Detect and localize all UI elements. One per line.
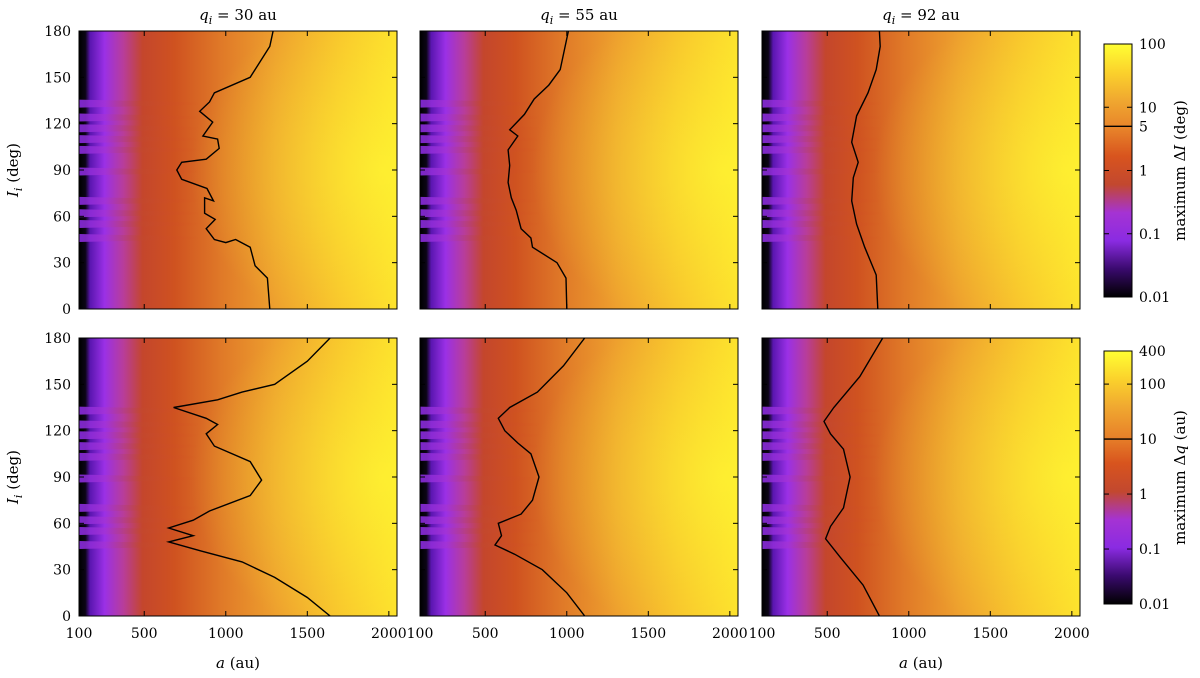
y-tick-label: 60 [53,516,71,532]
colorbar-tick-label: 0.01 [1139,597,1170,613]
x-tick-label: 2000 [371,626,407,642]
x-tick-label: 100 [407,626,434,642]
panel-top-right: qi = 92 au [761,6,1081,310]
contour-line [850,31,881,309]
x-tick-label: 1500 [972,626,1008,642]
x-tick-label: 500 [472,626,499,642]
contour-line [493,338,586,616]
colorbar-tick-label: 1 [1139,487,1148,503]
heatmap-field [420,31,738,309]
x-axis-label: a (au) [899,654,943,672]
y-tick-label: 150 [44,70,71,86]
x-tick-label: 1000 [208,626,244,642]
y-tick-label: 180 [44,24,71,40]
colorbar-tick-label: 5 [1139,119,1148,135]
x-tick-label: 2000 [1054,626,1090,642]
y-tick-label: 180 [44,331,71,347]
heatmap-field [420,338,738,616]
colorbar-tick-label: 10 [1139,100,1157,116]
contour-line [165,338,331,616]
colorbar-tick-label: 10 [1139,432,1157,448]
heatmap-field [79,31,397,309]
x-tick-label: 2000 [712,626,748,642]
panel-title: qi = 55 au [540,6,618,27]
colorbar-tick-label: 0.01 [1139,290,1170,306]
x-tick-label: 1500 [630,626,666,642]
colorbar-tick-label: 0.1 [1139,227,1161,243]
heatmap-field [762,31,1080,309]
panel-top-left: 0 30 60 90 120 150 180 qi = 30 au Ii (deg) [4,6,398,318]
y-axis-label: Ii (deg) [4,450,25,505]
colorbar-tick-label: 1 [1139,164,1148,180]
x-tick-label: 500 [131,626,158,642]
y-tick-label: 60 [53,209,71,225]
contour-line [823,338,884,616]
contour-line [175,31,274,309]
y-tick-label: 90 [53,470,71,486]
y-tick-label: 90 [53,163,71,179]
colorbar-tick-label: 400 [1139,344,1166,360]
y-tick-label: 0 [62,609,71,625]
panel-bottom-right: 100 500 1000 1500 2000 a (au) [749,337,1090,672]
panel-title: qi = 30 au [199,6,277,27]
heatmap-field [762,338,1080,616]
contour-line [507,31,570,309]
y-axis-label: Ii (deg) [4,143,25,198]
colorbar-gradient [1103,350,1133,605]
colorbar-tick-label: 0.1 [1139,542,1161,558]
colorbar-1: 0.01 0.1 1 5 10 100 maximum ΔI (deg) [1103,37,1189,306]
panel-bottom-left: 0 30 60 90 120 150 180 100 500 1000 1500 2000 Ii (de… [4,331,407,672]
colorbar-label: maximum ΔI (deg) [1171,100,1189,241]
y-tick-label: 150 [44,377,71,393]
colorbars-group: 0.01 0.1 1 5 10 100 maximum ΔI (deg) 0.01 0.1 1 10… [1103,37,1189,613]
x-tick-label: 1000 [549,626,585,642]
colorbar-tick-label: 100 [1139,377,1166,393]
y-tick-label: 0 [62,302,71,318]
colorbar-2: 0.01 0.1 1 10 100 400 maximum Δq (au) [1103,344,1189,613]
x-axis-label: a (au) [216,654,260,672]
y-tick-label: 30 [53,256,71,272]
y-tick-label: 30 [53,563,71,579]
heatmap-field [79,338,397,616]
colorbar-tick-label: 100 [1139,37,1166,53]
panel-bottom-middle: 100 500 1000 1500 2000 [407,337,748,642]
x-tick-label: 100 [66,626,93,642]
y-tick-label: 120 [44,424,71,440]
x-tick-label: 1000 [891,626,927,642]
panel-top-middle: qi = 55 au [419,6,739,310]
x-tick-label: 100 [749,626,776,642]
x-tick-label: 1500 [289,626,325,642]
colorbar-label: maximum Δq (au) [1171,410,1189,545]
y-tick-label: 120 [44,117,71,133]
panel-title: qi = 92 au [882,6,960,27]
panels-group: 0 30 60 90 120 150 180 qi = 30 au Ii (deg) qi = 5… [4,6,1090,672]
x-tick-label: 500 [814,626,841,642]
